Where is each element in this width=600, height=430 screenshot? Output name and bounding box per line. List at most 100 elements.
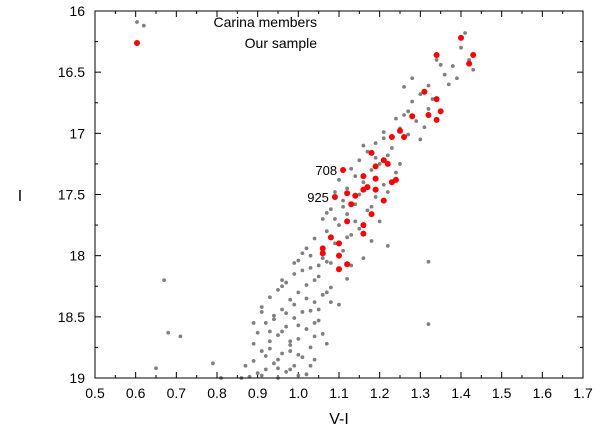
x-tick-label: 0.6 <box>126 385 146 401</box>
member-point <box>304 296 309 301</box>
member-point <box>320 217 325 221</box>
sample-point <box>380 157 387 164</box>
x-tick-label: 1.4 <box>451 385 471 401</box>
member-point <box>337 302 341 307</box>
member-point <box>296 336 301 341</box>
member-point <box>320 332 325 336</box>
member-point <box>292 316 297 320</box>
y-tick-label: 19 <box>69 370 85 386</box>
member-point <box>316 263 321 268</box>
member-point <box>243 363 248 368</box>
sample-point <box>348 201 355 208</box>
member-point <box>276 288 280 292</box>
x-tick-label: 1.2 <box>370 385 390 401</box>
member-point <box>255 371 260 376</box>
member-point <box>394 116 398 121</box>
member-point <box>308 345 313 350</box>
member-point <box>316 307 321 312</box>
member-point <box>251 358 256 363</box>
member-point <box>288 367 293 372</box>
member-point <box>365 149 370 154</box>
member-point <box>288 339 293 344</box>
axis-ticks <box>94 10 584 379</box>
member-point <box>357 192 362 197</box>
member-point <box>377 219 382 224</box>
member-point <box>328 300 333 305</box>
member-point <box>349 166 354 171</box>
sample-point <box>336 252 342 259</box>
legend-marker-sample <box>134 40 140 46</box>
x-axis-title: V-I <box>329 411 349 428</box>
member-point <box>284 369 289 374</box>
legend-marker-members <box>135 20 139 24</box>
member-point <box>292 272 297 276</box>
sample-point <box>368 211 375 218</box>
x-tick-label: 1.3 <box>411 385 431 401</box>
member-point <box>442 72 447 77</box>
member-point <box>373 195 378 199</box>
member-point <box>292 302 297 307</box>
member-point <box>312 357 317 362</box>
member-point <box>300 310 305 314</box>
member-point <box>402 113 406 117</box>
member-point <box>341 248 345 253</box>
sample-point <box>372 175 379 182</box>
member-point <box>178 334 183 339</box>
annotations: 708 925 <box>307 163 337 205</box>
member-point <box>337 223 341 227</box>
sample-point <box>344 190 351 197</box>
member-point <box>430 97 435 101</box>
sample-point <box>401 134 408 141</box>
member-point <box>422 125 427 130</box>
member-point <box>406 109 411 114</box>
sample-point <box>421 88 428 95</box>
legend: Carina members Our sample <box>134 14 317 51</box>
member-point <box>426 322 431 327</box>
member-point <box>450 64 455 68</box>
member-point <box>410 99 415 104</box>
sample-point <box>380 197 387 204</box>
member-point <box>353 174 358 179</box>
point-annotation: 925 <box>307 190 329 205</box>
member-point <box>263 354 268 358</box>
member-point <box>361 256 366 261</box>
member-point <box>365 208 370 213</box>
sample-point <box>340 167 347 174</box>
point-annotation: 708 <box>315 163 337 178</box>
x-tick-label: 0.9 <box>248 385 268 401</box>
member-point <box>280 351 284 356</box>
member-point <box>381 182 386 187</box>
member-point <box>349 232 354 237</box>
member-point <box>308 266 313 270</box>
member-point <box>284 324 289 329</box>
member-point <box>333 190 337 194</box>
member-point <box>471 67 476 72</box>
member-point <box>373 141 378 146</box>
y-tick-label: 16.5 <box>58 64 85 80</box>
member-point <box>284 311 289 316</box>
sample-point <box>372 186 379 193</box>
x-tick-label: 1.5 <box>492 385 512 401</box>
sample-point <box>458 34 464 41</box>
member-point <box>324 290 329 295</box>
member-point <box>251 341 256 346</box>
sample-point <box>319 245 326 252</box>
member-point <box>296 352 301 357</box>
sample-point <box>433 96 440 103</box>
member-point <box>389 146 394 150</box>
member-point <box>308 253 313 258</box>
tick-labels: 0.5 0.6 0.7 0.8 0.9 1.0 1.1 1.2 1.3 1.4 1.5 1.6 1.7 1… <box>58 3 593 401</box>
member-point <box>353 202 358 207</box>
x-tick-label: 0.8 <box>207 385 227 401</box>
sample-point <box>466 60 473 67</box>
member-point <box>361 180 366 185</box>
member-point <box>292 261 297 265</box>
member-point <box>296 290 301 295</box>
member-point <box>267 346 272 351</box>
member-point <box>463 31 467 35</box>
sample-point <box>327 234 334 241</box>
member-point <box>308 363 313 368</box>
member-point <box>154 366 158 371</box>
member-point <box>259 373 264 378</box>
member-point <box>280 307 284 312</box>
